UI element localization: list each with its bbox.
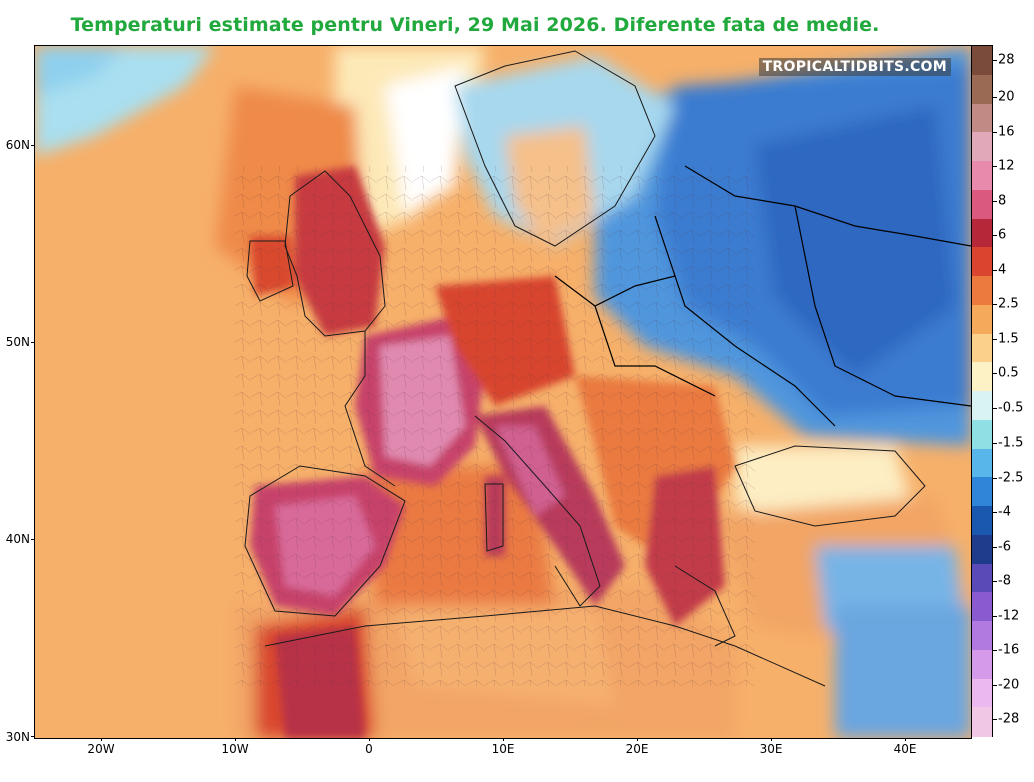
x-tick-mark	[235, 737, 236, 741]
colorbar-segment	[972, 592, 992, 622]
colorbar-segment	[972, 707, 992, 737]
y-tick-label: 30N	[5, 730, 30, 744]
colorbar-label: -28	[998, 711, 1020, 727]
colorbar-tick	[993, 512, 997, 513]
colorbar-label: 0.5	[998, 365, 1019, 381]
colorbar-segment	[972, 534, 992, 564]
colorbar-tick	[993, 719, 997, 720]
colorbar-tick	[993, 339, 997, 340]
colorbar-segment	[972, 74, 992, 104]
colorbar-label: 8	[998, 193, 1007, 209]
colorbar-tick	[993, 235, 997, 236]
colorbar-label: 1.5	[998, 331, 1019, 347]
map-canvas	[35, 46, 971, 738]
colorbar-tick	[993, 685, 997, 686]
x-tick-mark	[637, 737, 638, 741]
colorbar-segment	[972, 506, 992, 536]
temperature-anomaly-map: TROPICALTIDBITS.COM	[34, 45, 972, 739]
x-tick-mark	[503, 737, 504, 741]
coastlines	[244, 50, 926, 687]
colorbar-segment	[972, 46, 992, 76]
colorbar-segment	[972, 247, 992, 277]
colorbar-segment	[972, 621, 992, 651]
colorbar-label: -2.5	[998, 470, 1024, 486]
colorbar-tick	[993, 60, 997, 61]
colorbar-tick	[993, 408, 997, 409]
colorbar-label: -4	[998, 504, 1011, 520]
colorbar-segment	[972, 132, 992, 162]
colorbar-label: -16	[998, 642, 1020, 658]
y-tick-mark	[31, 145, 35, 146]
colorbar-label: 28	[998, 52, 1015, 68]
colorbar-tick	[993, 547, 997, 548]
x-tick-mark	[771, 737, 772, 741]
colorbar-segment	[972, 189, 992, 219]
colorbar-tick	[993, 478, 997, 479]
colorbar-tick	[993, 270, 997, 271]
y-tick-mark	[31, 736, 35, 737]
x-tick-label: 20W	[87, 742, 115, 756]
x-tick-mark	[101, 737, 102, 741]
colorbar-label: -20	[998, 677, 1020, 693]
country-borders	[235, 166, 755, 686]
x-tick-label: 0	[365, 742, 373, 756]
y-tick-label: 40N	[5, 532, 30, 546]
source-watermark: TROPICALTIDBITS.COM	[758, 58, 951, 76]
colorbar-label: -6	[998, 539, 1011, 555]
colorbar-tick	[993, 616, 997, 617]
colorbar-segment	[972, 649, 992, 679]
colorbar-label: 4	[998, 262, 1007, 278]
x-tick-label: 30E	[759, 742, 783, 756]
colorbar-label: 20	[998, 89, 1015, 105]
colorbar-tick	[993, 373, 997, 374]
colorbar-tick	[993, 97, 997, 98]
x-tick-label: 40E	[893, 742, 917, 756]
x-tick-label: 10E	[491, 742, 515, 756]
x-tick-mark	[905, 737, 906, 741]
colorbar-segment	[972, 161, 992, 191]
y-tick-label: 60N	[5, 138, 30, 152]
colorbar-segment	[972, 391, 992, 421]
map-title: Temperaturi estimate pentru Vineri, 29 M…	[70, 14, 880, 36]
colorbar-label: 16	[998, 124, 1015, 140]
colorbar-segment	[972, 103, 992, 133]
colorbar-tick	[993, 650, 997, 651]
colorbar-tick	[993, 132, 997, 133]
colorbar-segment	[972, 218, 992, 248]
colorbar-tick	[993, 201, 997, 202]
colorbar-label: 6	[998, 227, 1007, 243]
x-tick-mark	[369, 737, 370, 741]
colorbar-tick	[993, 581, 997, 582]
colorbar	[971, 45, 993, 737]
y-tick-mark	[31, 342, 35, 343]
colorbar-label: 2.5	[998, 296, 1019, 312]
national-borders	[554, 165, 971, 427]
colorbar-segment	[972, 563, 992, 593]
colorbar-label: -0.5	[998, 400, 1024, 416]
colorbar-segment	[972, 678, 992, 708]
colorbar-segment	[972, 419, 992, 449]
colorbar-segment	[972, 477, 992, 507]
colorbar-segment	[972, 448, 992, 478]
x-tick-label: 20E	[625, 742, 649, 756]
x-tick-label: 10W	[221, 742, 249, 756]
colorbar-label: -12	[998, 608, 1020, 624]
y-tick-label: 50N	[5, 335, 30, 349]
colorbar-tick	[993, 304, 997, 305]
colorbar-label: -8	[998, 573, 1011, 589]
y-tick-mark	[31, 539, 35, 540]
colorbar-label: 12	[998, 158, 1015, 174]
colorbar-label: -1.5	[998, 435, 1024, 451]
colorbar-tick	[993, 166, 997, 167]
colorbar-segment	[972, 362, 992, 392]
colorbar-segment	[972, 276, 992, 306]
colorbar-tick	[993, 443, 997, 444]
colorbar-segment	[972, 304, 992, 334]
colorbar-segment	[972, 333, 992, 363]
